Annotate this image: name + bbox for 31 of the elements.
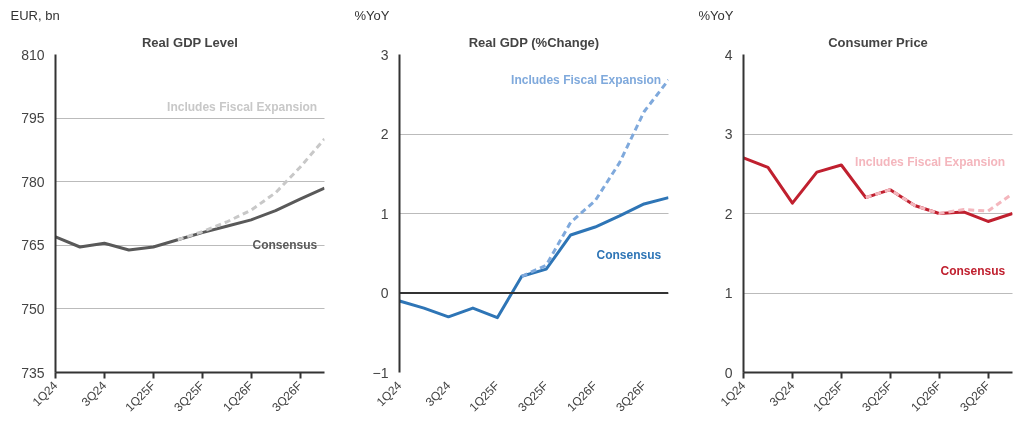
chart-title: Real GDP Level: [141, 34, 238, 50]
y-tick-label: 2: [724, 205, 733, 222]
y-tick-label: 750: [21, 300, 45, 317]
chart-title: Real GDP (%Change): [468, 34, 600, 50]
line-series: [399, 196, 669, 320]
text: Consensus: [940, 263, 1006, 278]
y-tick-label: −1: [372, 364, 389, 381]
y-tick-label: 3: [724, 126, 733, 142]
line-series: [864, 188, 1013, 215]
y-tick-label: 1: [724, 285, 733, 301]
line-series: [176, 137, 325, 242]
series-label: Consensus: [252, 238, 318, 253]
y-tick-label: 3: [380, 46, 389, 63]
y-tick-label: 810: [21, 46, 45, 63]
line-series: [55, 186, 325, 252]
y-axis-title: %YoY: [354, 7, 390, 23]
text: Includes Fiscal Expansion: [855, 154, 1006, 169]
y-tick-label: 4: [724, 46, 733, 63]
y-tick-label: 765: [21, 237, 45, 254]
y-axis-title: %YoY: [698, 7, 734, 23]
series-label: Consensus: [596, 247, 662, 262]
y-tick-label: 1: [380, 205, 389, 222]
y-axis-title: EUR, bn: [10, 7, 60, 23]
y-tick-label: 795: [21, 110, 45, 127]
series-label: Includes Fiscal Expansion: [511, 72, 662, 87]
y-tick-label: 0: [380, 285, 389, 301]
y-tick-label: 735: [21, 364, 45, 381]
chart-title: Consumer Price: [828, 34, 928, 50]
y-tick-label: 2: [380, 126, 389, 142]
y-tick-label: 0: [724, 364, 733, 381]
y-tick-label: 780: [21, 173, 45, 190]
